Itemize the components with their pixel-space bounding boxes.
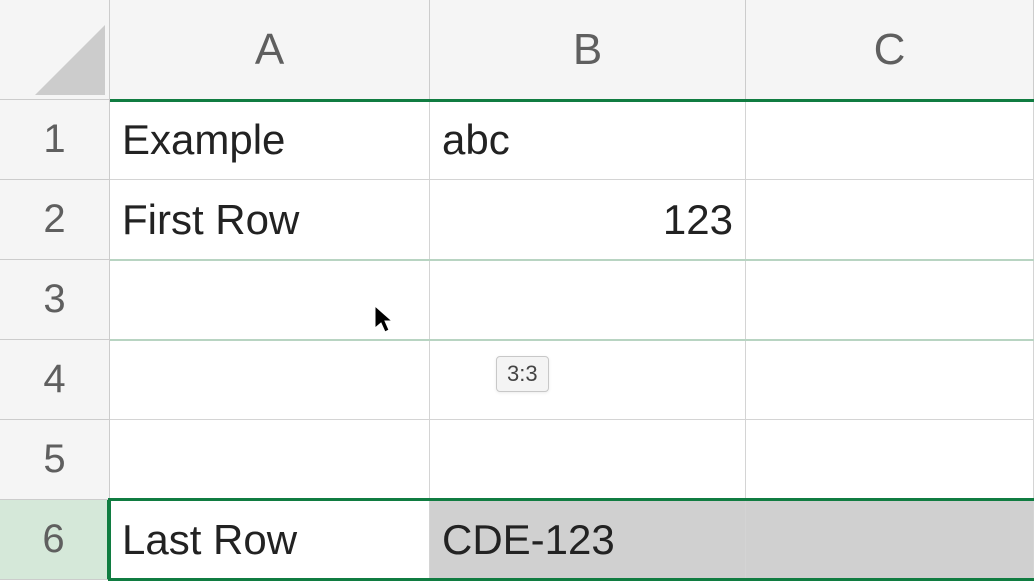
select-all-corner[interactable] xyxy=(0,0,110,100)
cell-A4[interactable] xyxy=(110,340,430,420)
spreadsheet-grid: A B C 1 Example abc 2 First Row 123 3 4 … xyxy=(0,0,1034,580)
select-all-triangle-icon xyxy=(35,25,105,95)
row-header-4[interactable]: 4 xyxy=(0,340,110,420)
cell-C5[interactable] xyxy=(746,420,1034,500)
cell-C2[interactable] xyxy=(746,180,1034,260)
cell-B5[interactable] xyxy=(430,420,746,500)
cell-B6[interactable]: CDE-123 xyxy=(430,500,746,580)
cell-C1[interactable] xyxy=(746,100,1034,180)
cell-B4[interactable] xyxy=(430,340,746,420)
cell-B3[interactable] xyxy=(430,260,746,340)
col-header-A[interactable]: A xyxy=(110,0,430,100)
selection-border-top xyxy=(108,498,1034,501)
cell-A1[interactable]: Example xyxy=(110,100,430,180)
freeze-pane-border xyxy=(110,99,1034,102)
row-header-3[interactable]: 3 xyxy=(0,260,110,340)
col-header-B[interactable]: B xyxy=(430,0,746,100)
selection-border-left xyxy=(108,498,111,581)
cell-A5[interactable] xyxy=(110,420,430,500)
cell-A2[interactable]: First Row xyxy=(110,180,430,260)
row-header-6[interactable]: 6 xyxy=(0,500,110,580)
row-header-5[interactable]: 5 xyxy=(0,420,110,500)
insert-row-indicator-top xyxy=(110,259,1034,261)
cell-C3[interactable] xyxy=(746,260,1034,340)
cell-B1[interactable]: abc xyxy=(430,100,746,180)
row-header-2[interactable]: 2 xyxy=(0,180,110,260)
col-header-C[interactable]: C xyxy=(746,0,1034,100)
cell-C6[interactable] xyxy=(746,500,1034,580)
cell-C4[interactable] xyxy=(746,340,1034,420)
row-header-1[interactable]: 1 xyxy=(0,100,110,180)
cell-A3[interactable] xyxy=(110,260,430,340)
drag-tooltip: 3:3 xyxy=(496,356,549,392)
cell-B2[interactable]: 123 xyxy=(430,180,746,260)
cell-A6[interactable]: Last Row xyxy=(110,500,430,580)
insert-row-indicator-bot xyxy=(110,339,1034,341)
